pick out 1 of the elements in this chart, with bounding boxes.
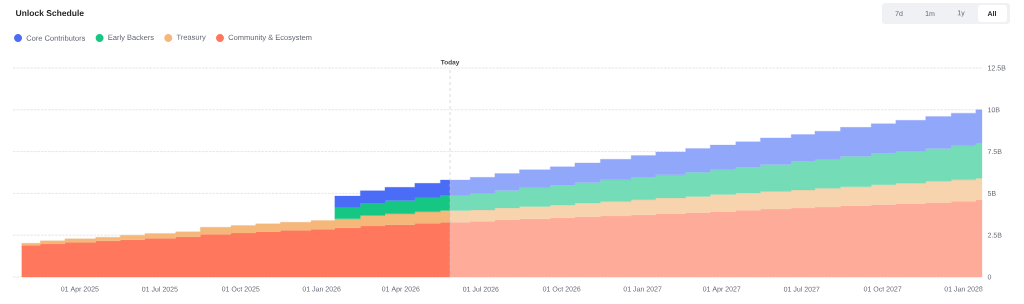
chart-title: Unlock Schedule xyxy=(16,9,84,17)
